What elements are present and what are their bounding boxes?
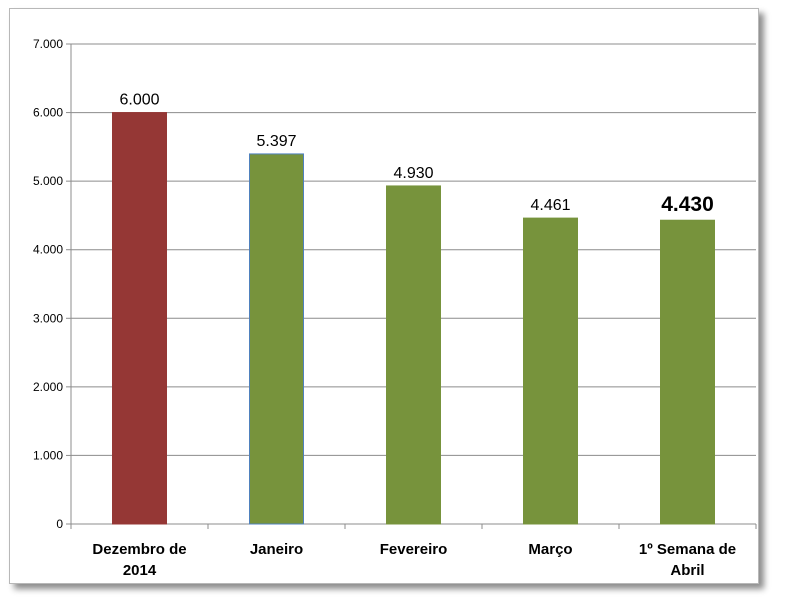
- x-category-label: 1º Semana de: [639, 541, 736, 558]
- data-label: 4.430: [661, 193, 714, 216]
- bar: [660, 219, 715, 525]
- bar: [112, 112, 167, 525]
- data-label: 6.000: [119, 92, 159, 109]
- y-tick-label: 4.000: [33, 243, 63, 257]
- data-label: 4.461: [530, 197, 570, 214]
- y-tick-label: 2.000: [33, 380, 63, 394]
- y-tick-label: 0: [56, 517, 63, 531]
- bar: [523, 217, 578, 525]
- y-tick-label: 6.000: [33, 106, 63, 120]
- data-label: 5.397: [256, 133, 296, 150]
- x-category-label: Abril: [670, 562, 704, 579]
- x-category-label: 2014: [123, 562, 157, 579]
- y-tick-label: 5.000: [33, 174, 63, 188]
- y-tick-label: 1.000: [33, 448, 63, 462]
- y-tick-label: 7.000: [33, 37, 63, 51]
- data-label: 4.930: [393, 165, 433, 182]
- x-category-label: Dezembro de: [92, 541, 186, 558]
- x-category-label: Março: [528, 541, 572, 558]
- x-category-label: Fevereiro: [380, 541, 448, 558]
- y-tick-label: 3.000: [33, 311, 63, 325]
- bar: [249, 153, 304, 525]
- x-category-label: Janeiro: [250, 541, 303, 558]
- bar: [386, 185, 441, 525]
